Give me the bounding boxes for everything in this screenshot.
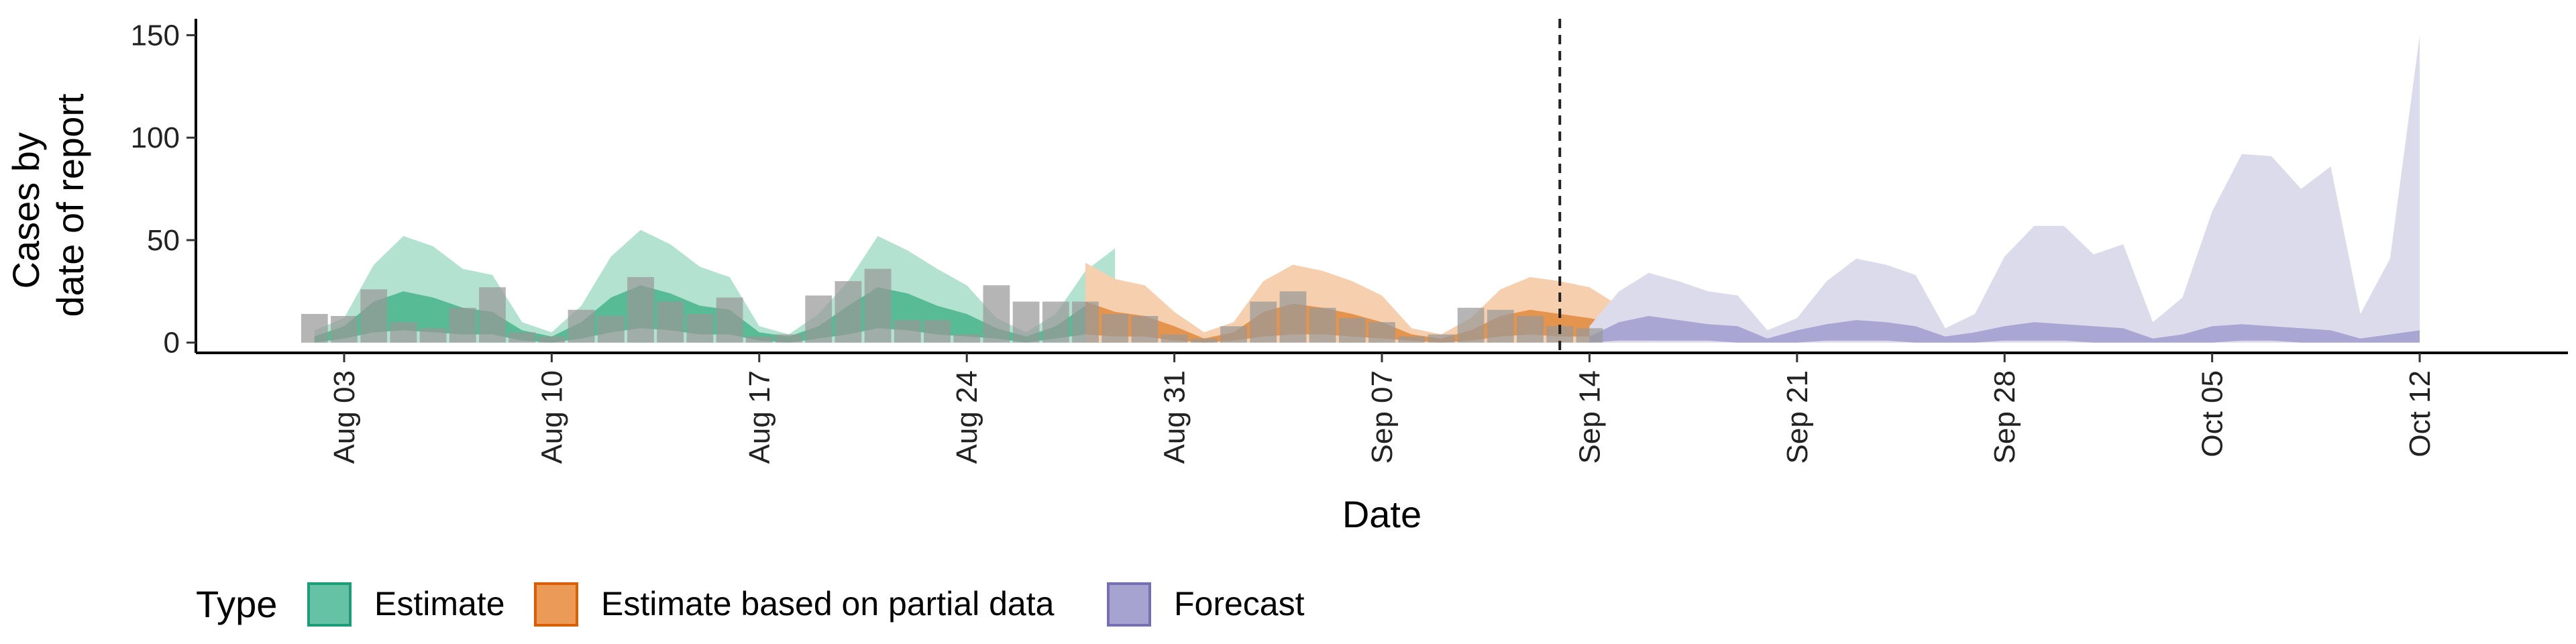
legend: Type Estimate Estimate based on partial … [196, 582, 1305, 627]
reported-case-bar [1220, 326, 1247, 343]
reported-case-bar [1190, 338, 1218, 343]
reported-case-bar [1279, 291, 1307, 343]
legend-swatch-estimate [307, 582, 352, 627]
reported-case-bar [1250, 301, 1277, 343]
legend-title: Type [196, 583, 277, 625]
reported-case-bar [983, 285, 1010, 343]
reported-case-bar [597, 316, 625, 343]
y-axis-title-line-1: Cases by [5, 132, 47, 288]
x-axis-ticks: Aug 03 Aug 10 Aug 17 Aug 24 Aug 31 Sep 07 Sep … [328, 353, 2436, 464]
reported-case-bar [1398, 336, 1426, 343]
reported-case-bar [775, 334, 802, 343]
x-axis-title: Date [1342, 493, 1421, 535]
reported-case-bar [1576, 328, 1603, 343]
x-tick-label: Oct 05 [2196, 370, 2229, 458]
reported-case-bar [1338, 318, 1366, 343]
reported-case-bar [1161, 334, 1188, 343]
reported-case-bar [390, 322, 417, 343]
reported-case-bar [449, 307, 476, 343]
reported-case-bar [835, 281, 862, 343]
forecast-inner-band [1589, 316, 2420, 343]
reported-case-bar [568, 309, 595, 343]
reported-case-bar [953, 334, 981, 343]
reported-case-bar [1517, 316, 1544, 343]
reported-case-bar [686, 314, 714, 343]
x-tick-label: Oct 12 [2404, 370, 2436, 458]
reported-case-bar [1042, 301, 1069, 343]
forecast-outer-band [1589, 35, 2420, 343]
reported-case-bar [1012, 301, 1040, 343]
reported-case-bar [1131, 316, 1159, 343]
x-tick-label: Sep 28 [1988, 370, 2021, 464]
reported-case-bar [508, 332, 536, 343]
legend-label-forecast: Forecast [1174, 585, 1305, 623]
reported-case-bar [1487, 309, 1514, 343]
legend-label-partial: Estimate based on partial data [601, 585, 1055, 623]
y-tick-label: 0 [164, 327, 180, 360]
y-tick-label: 150 [131, 19, 180, 52]
x-tick-label: Sep 14 [1573, 370, 1606, 464]
y-tick-label: 50 [147, 224, 180, 257]
reported-case-bar [745, 336, 773, 343]
reported-case-bar [1102, 314, 1129, 343]
reported-case-bar [479, 287, 506, 343]
reported-case-bar [331, 316, 358, 343]
x-tick-label: Sep 07 [1366, 370, 1399, 464]
y-axis-title: Cases by date of report [5, 93, 91, 317]
legend-swatch-partial [534, 582, 578, 627]
reported-case-bar [805, 295, 833, 343]
reported-case-bar [716, 297, 743, 343]
reported-case-bars [301, 268, 1603, 343]
x-tick-label: Aug 24 [951, 370, 983, 464]
reported-case-bar [1309, 307, 1336, 343]
reported-case-bar [864, 268, 892, 343]
legend-swatch-forecast [1107, 582, 1151, 627]
x-tick-label: Aug 31 [1159, 370, 1191, 464]
x-tick-label: Aug 10 [535, 370, 568, 464]
x-tick-label: Aug 03 [328, 370, 361, 464]
reported-case-bar [657, 301, 684, 343]
reported-case-bar [301, 314, 328, 343]
reported-case-bar [894, 320, 921, 343]
reported-case-bar [1072, 301, 1099, 343]
legend-label-estimate: Estimate [374, 585, 505, 623]
reported-case-bar [1457, 307, 1485, 343]
reported-case-bar [538, 336, 566, 343]
y-tick-label: 100 [131, 121, 180, 154]
reported-case-bar [1368, 322, 1395, 343]
y-axis-title-line-2: date of report [49, 93, 91, 317]
reported-case-bar [924, 320, 951, 343]
y-axis-ticks: 0 50 100 150 [131, 19, 196, 360]
reported-case-bar [627, 277, 654, 343]
x-tick-label: Sep 21 [1781, 370, 1814, 464]
reported-case-bar [360, 289, 388, 343]
reported-case-bar [1428, 334, 1455, 343]
reported-case-bar [419, 328, 447, 343]
x-tick-label: Aug 17 [743, 370, 776, 464]
